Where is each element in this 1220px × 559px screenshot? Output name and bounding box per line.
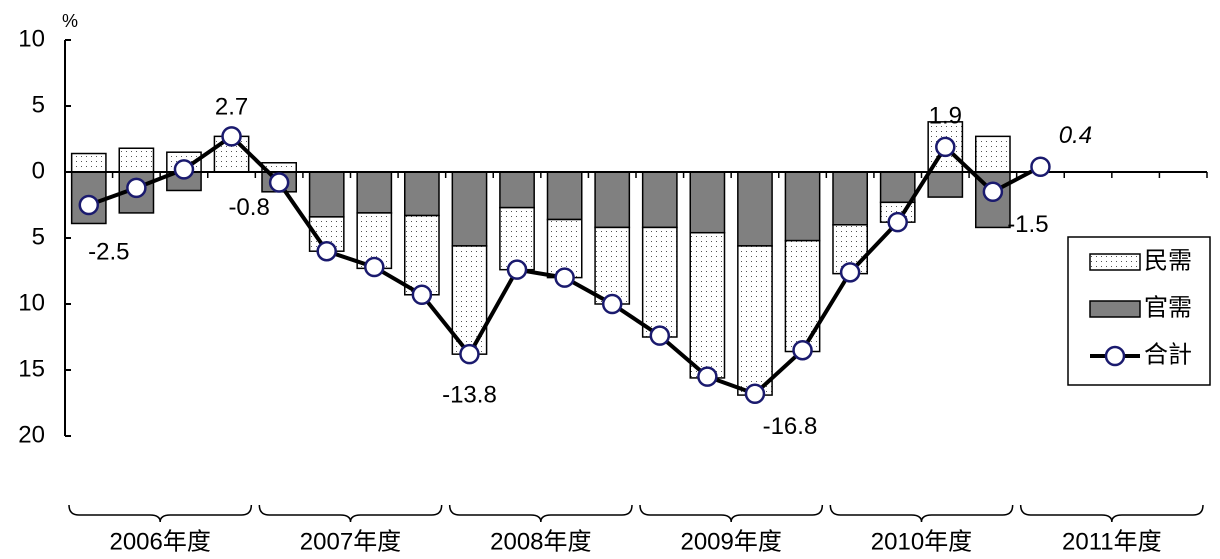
bar bbox=[689, 231, 726, 379]
data-label: -1.5 bbox=[1007, 211, 1048, 238]
marker bbox=[792, 339, 813, 361]
marker bbox=[554, 267, 575, 288]
marker bbox=[221, 126, 242, 147]
bar bbox=[879, 171, 916, 204]
bar bbox=[594, 226, 631, 305]
bar bbox=[451, 171, 488, 247]
group-brace bbox=[829, 504, 1014, 523]
legend-label: 官需 bbox=[1144, 294, 1192, 321]
marker bbox=[173, 159, 195, 180]
marker bbox=[649, 325, 671, 346]
y-tick-label: 0 bbox=[32, 157, 45, 184]
data-label: 2.7 bbox=[215, 94, 248, 121]
bar bbox=[403, 171, 440, 217]
bar bbox=[927, 171, 964, 198]
bar bbox=[356, 171, 393, 214]
bar bbox=[641, 171, 678, 229]
data-label: -0.8 bbox=[228, 194, 269, 221]
legend-label: 合計 bbox=[1144, 341, 1192, 368]
group-label: 2008年度 bbox=[490, 528, 591, 555]
data-label: 0.4 bbox=[1059, 122, 1092, 149]
y-tick-label: 10 bbox=[18, 25, 45, 52]
bar bbox=[974, 135, 1011, 173]
bar bbox=[737, 171, 773, 247]
data-label: -2.5 bbox=[88, 238, 129, 265]
marker bbox=[506, 259, 528, 280]
bar bbox=[546, 171, 583, 221]
group-label: 2010年度 bbox=[871, 528, 972, 555]
marker bbox=[982, 181, 1004, 203]
y-tick-label: 10 bbox=[18, 289, 45, 316]
bar bbox=[641, 226, 678, 338]
marker bbox=[411, 284, 433, 306]
y-tick-label: 5 bbox=[32, 91, 45, 118]
group-label: 2011年度 bbox=[1062, 528, 1162, 555]
bar bbox=[784, 171, 821, 242]
group-label: 2006年度 bbox=[109, 528, 210, 555]
bar bbox=[594, 171, 631, 229]
group-brace bbox=[258, 504, 443, 523]
marker bbox=[697, 366, 718, 387]
marker bbox=[601, 293, 623, 315]
marker bbox=[887, 211, 908, 233]
legend-marker bbox=[1104, 345, 1126, 367]
bar bbox=[308, 171, 345, 218]
bar bbox=[737, 245, 773, 396]
bar bbox=[118, 147, 155, 173]
group-brace bbox=[1019, 504, 1204, 523]
data-label: -16.8 bbox=[763, 413, 818, 440]
y-tick-label: 20 bbox=[18, 421, 45, 448]
bar bbox=[784, 239, 821, 353]
y-tick-label: 5 bbox=[32, 223, 45, 250]
marker bbox=[316, 240, 337, 262]
group-brace bbox=[448, 504, 633, 523]
group-brace bbox=[639, 504, 824, 523]
legend-label: 民需 bbox=[1144, 247, 1192, 274]
marker bbox=[839, 262, 861, 283]
group-brace bbox=[68, 504, 253, 523]
marker bbox=[268, 172, 290, 193]
bar bbox=[499, 171, 535, 209]
bar bbox=[70, 152, 107, 173]
data-label: 1.9 bbox=[929, 102, 962, 129]
marker bbox=[459, 343, 480, 365]
bar bbox=[689, 171, 726, 234]
marker bbox=[935, 136, 956, 158]
group-label: 2007年度 bbox=[300, 528, 401, 555]
legend-swatch bbox=[1089, 300, 1141, 318]
marker bbox=[744, 383, 766, 405]
bar bbox=[832, 171, 869, 226]
marker bbox=[126, 177, 147, 199]
data-label: -13.8 bbox=[442, 382, 497, 409]
marker bbox=[1030, 156, 1051, 177]
bar bbox=[499, 206, 535, 271]
marker bbox=[364, 256, 385, 278]
y-tick-label: 15 bbox=[18, 355, 45, 382]
marker bbox=[78, 194, 100, 216]
legend-swatch bbox=[1089, 253, 1141, 271]
bar bbox=[403, 214, 440, 296]
y-axis-unit: % bbox=[62, 11, 78, 31]
group-label: 2009年度 bbox=[680, 528, 781, 555]
